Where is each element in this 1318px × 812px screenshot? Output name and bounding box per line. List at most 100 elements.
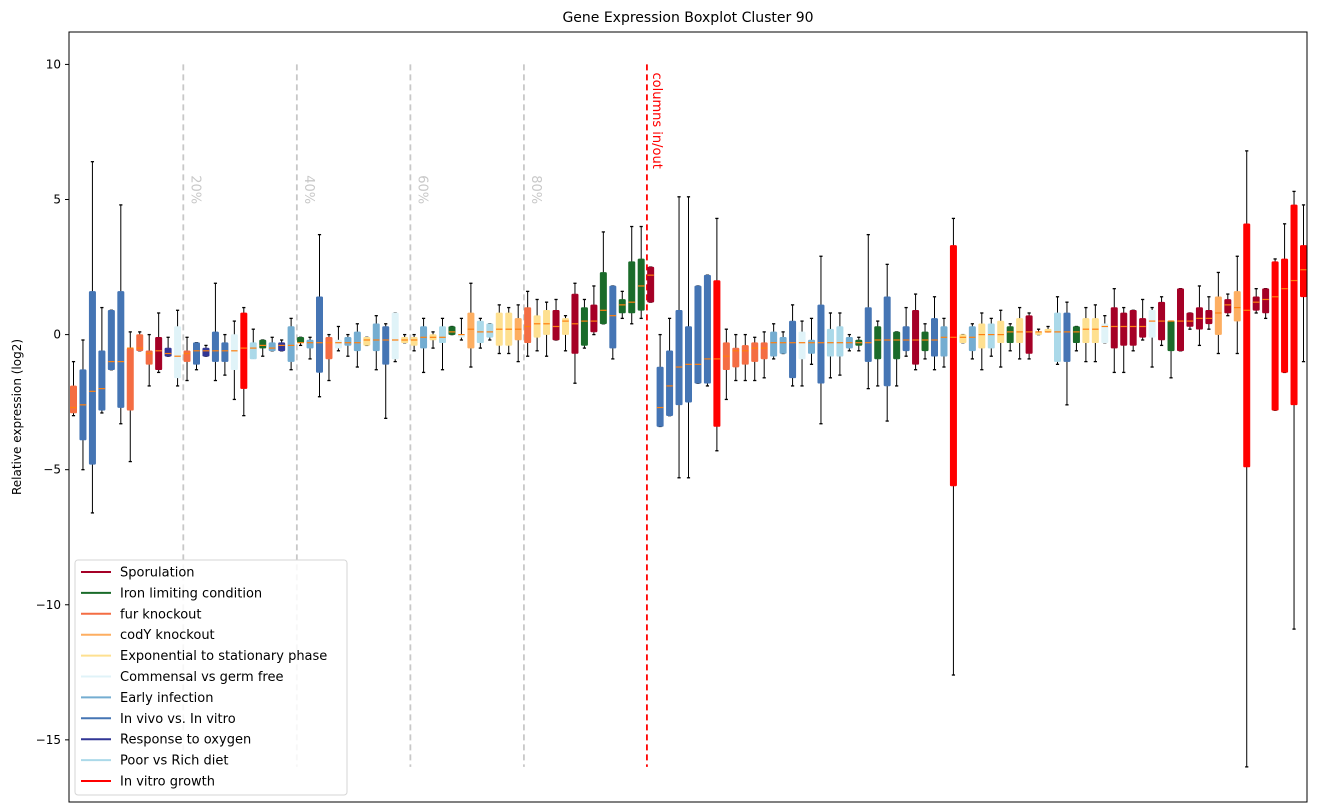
box-comm [334, 325, 342, 352]
legend-item: Exponential to stationary phase [81, 649, 327, 664]
box-vivo [211, 282, 219, 382]
box-fur [145, 333, 153, 387]
box-body [1016, 318, 1024, 344]
box-body [912, 309, 920, 365]
box-diet [836, 312, 844, 376]
box-fur [722, 328, 730, 401]
box-body [467, 312, 475, 349]
box-body [883, 296, 891, 387]
box-iron [618, 290, 626, 320]
box-comm [457, 317, 465, 341]
box-early [940, 317, 948, 368]
box-body [70, 385, 78, 414]
legend-item: Commensal vs germ free [81, 670, 283, 685]
box-body [675, 309, 683, 406]
box-early [287, 317, 295, 371]
box-body [637, 258, 645, 311]
box-exp [495, 304, 503, 355]
box-body [1281, 258, 1289, 373]
box-body [817, 304, 825, 384]
box-body [1186, 312, 1194, 327]
box-spor [155, 312, 163, 374]
box-exp [410, 333, 418, 352]
box-fur [760, 331, 768, 379]
box-body [666, 350, 674, 416]
legend-item: Iron limiting condition [81, 586, 262, 601]
legend-item: In vivo vs. In vitro [81, 712, 236, 727]
box-body [259, 339, 267, 349]
box-oxy [164, 336, 172, 357]
box-body [410, 336, 418, 346]
y-tick-label: −15 [36, 733, 61, 747]
box-exp [561, 315, 569, 352]
box-body [930, 318, 938, 357]
columns-inout-marker: columns in/out [646, 64, 664, 767]
box-early [779, 331, 787, 355]
box-body [1224, 299, 1232, 314]
y-tick-label: −10 [36, 598, 61, 612]
box-body [287, 326, 295, 362]
box-growth [1271, 258, 1279, 411]
box-exp [1016, 306, 1024, 360]
box-spor [1139, 298, 1147, 341]
box-growth [1243, 150, 1251, 768]
box-body [1082, 318, 1090, 344]
box-body [344, 336, 352, 346]
box-body [117, 291, 125, 408]
box-early [268, 336, 276, 352]
box-fur [741, 333, 749, 382]
box-cody [514, 304, 522, 363]
box-body [807, 339, 815, 354]
box-body [382, 326, 390, 365]
box-body [552, 309, 560, 341]
box-iron [921, 323, 929, 360]
box-exp [429, 331, 437, 349]
box-diet [987, 317, 995, 357]
box-comm [391, 312, 399, 363]
box-body [391, 312, 399, 360]
box-iron [1006, 323, 1014, 352]
legend-item: fur knockout [81, 607, 202, 622]
box-vivo [684, 196, 692, 479]
box-body [1233, 291, 1241, 322]
box-vivo [666, 317, 674, 417]
box-vivo [902, 306, 910, 357]
box-body [533, 315, 541, 338]
box-vivo [79, 339, 87, 471]
box-body [353, 331, 361, 352]
inout-label: columns in/out [649, 73, 664, 169]
box-vivo [675, 196, 683, 479]
box-early [968, 323, 976, 360]
box-body [155, 336, 163, 371]
box-body [751, 342, 759, 362]
legend-item: Response to oxygen [81, 733, 251, 748]
box-body [1300, 245, 1308, 298]
legend-label: Sporulation [120, 566, 195, 581]
legend-item: Poor vs Rich diet [81, 754, 228, 769]
box-exp [363, 336, 371, 347]
box-body [713, 280, 721, 427]
box-body [183, 350, 191, 362]
box-fur [183, 336, 191, 382]
box-vivo [1063, 301, 1071, 406]
box-spor [1177, 288, 1185, 352]
legend-label: Iron limiting condition [120, 586, 262, 601]
box-oxy [202, 344, 210, 357]
box-iron [1167, 320, 1175, 379]
box-diet [249, 328, 257, 360]
box-early [344, 333, 352, 357]
box-body [618, 299, 626, 314]
box-body [334, 339, 342, 349]
box-early [807, 317, 815, 365]
box-fur [126, 331, 134, 463]
y-axis: 10 5 0 −5 −10 −15 [36, 57, 69, 747]
box-body [1120, 312, 1128, 346]
legend-label: Early infection [120, 691, 213, 706]
box-body [590, 304, 598, 333]
box-growth [1290, 190, 1298, 630]
box-body [694, 285, 702, 384]
box-body [221, 342, 229, 362]
box-body [88, 291, 96, 465]
box-body [1101, 323, 1109, 344]
y-tick-label: 5 [53, 193, 61, 207]
